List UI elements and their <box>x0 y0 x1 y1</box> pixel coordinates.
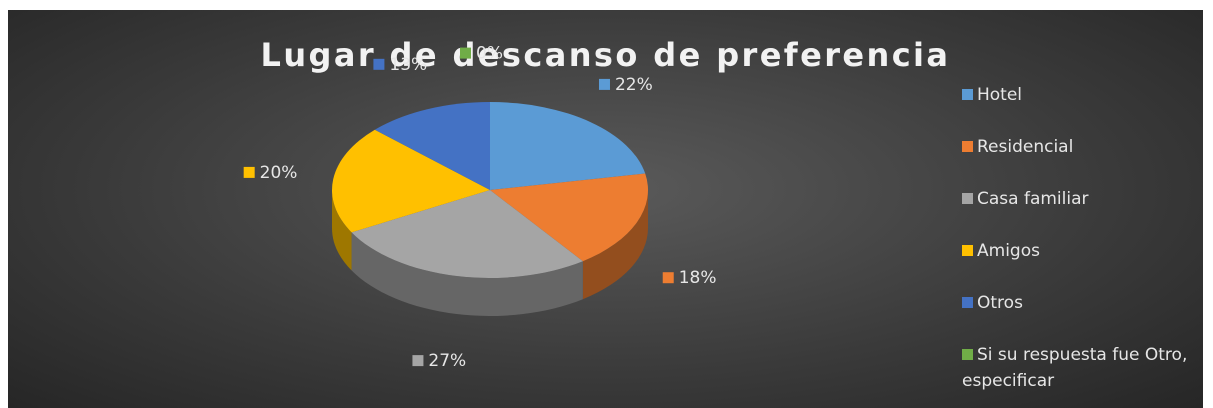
legend-item: Si su respuesta fue Otro, especificar <box>962 342 1192 394</box>
legend-swatch <box>962 297 973 308</box>
label-swatch <box>373 58 385 70</box>
label-swatch <box>412 355 424 367</box>
data-label: 0% <box>476 44 503 64</box>
legend-label: Hotel <box>977 85 1023 105</box>
legend-label: Otros <box>977 293 1023 313</box>
label-swatch <box>243 166 255 178</box>
slice <box>490 102 646 190</box>
slice <box>351 190 583 278</box>
legend-item: Hotel <box>962 82 1192 108</box>
slice <box>490 173 648 262</box>
pie-plot: 22% 18% 27% 20% 13% 0% <box>243 44 717 371</box>
chart: Lugar de descanso de preferencia 22% 18% 2… <box>8 10 1203 408</box>
legend-label: Amigos <box>977 241 1040 261</box>
data-label: 20% <box>260 163 298 183</box>
legend-item: Residencial <box>962 134 1192 160</box>
label-swatch <box>662 272 674 284</box>
slice <box>332 129 490 233</box>
slice-side <box>332 190 352 271</box>
legend-swatch <box>962 141 973 152</box>
legend-swatch <box>962 245 973 256</box>
slice <box>374 102 490 190</box>
legend-label: Residencial <box>977 137 1074 157</box>
legend-swatch <box>962 89 973 100</box>
slice-side <box>582 190 648 300</box>
legend-item: Amigos <box>962 238 1192 264</box>
slice-side <box>351 232 583 316</box>
label-swatch <box>598 78 610 90</box>
legend-swatch <box>962 349 973 360</box>
data-label: 13% <box>389 55 427 75</box>
label-swatch <box>460 47 471 59</box>
data-label: 27% <box>428 351 466 371</box>
legend-item: Otros <box>962 290 1192 316</box>
legend-item: Casa familiar <box>962 186 1192 212</box>
data-label: 18% <box>679 268 717 288</box>
legend-label: Si su respuesta fue Otro, especificar <box>962 345 1188 391</box>
legend-label: Casa familiar <box>977 189 1089 209</box>
data-label: 22% <box>615 75 653 95</box>
legend-swatch <box>962 193 973 204</box>
